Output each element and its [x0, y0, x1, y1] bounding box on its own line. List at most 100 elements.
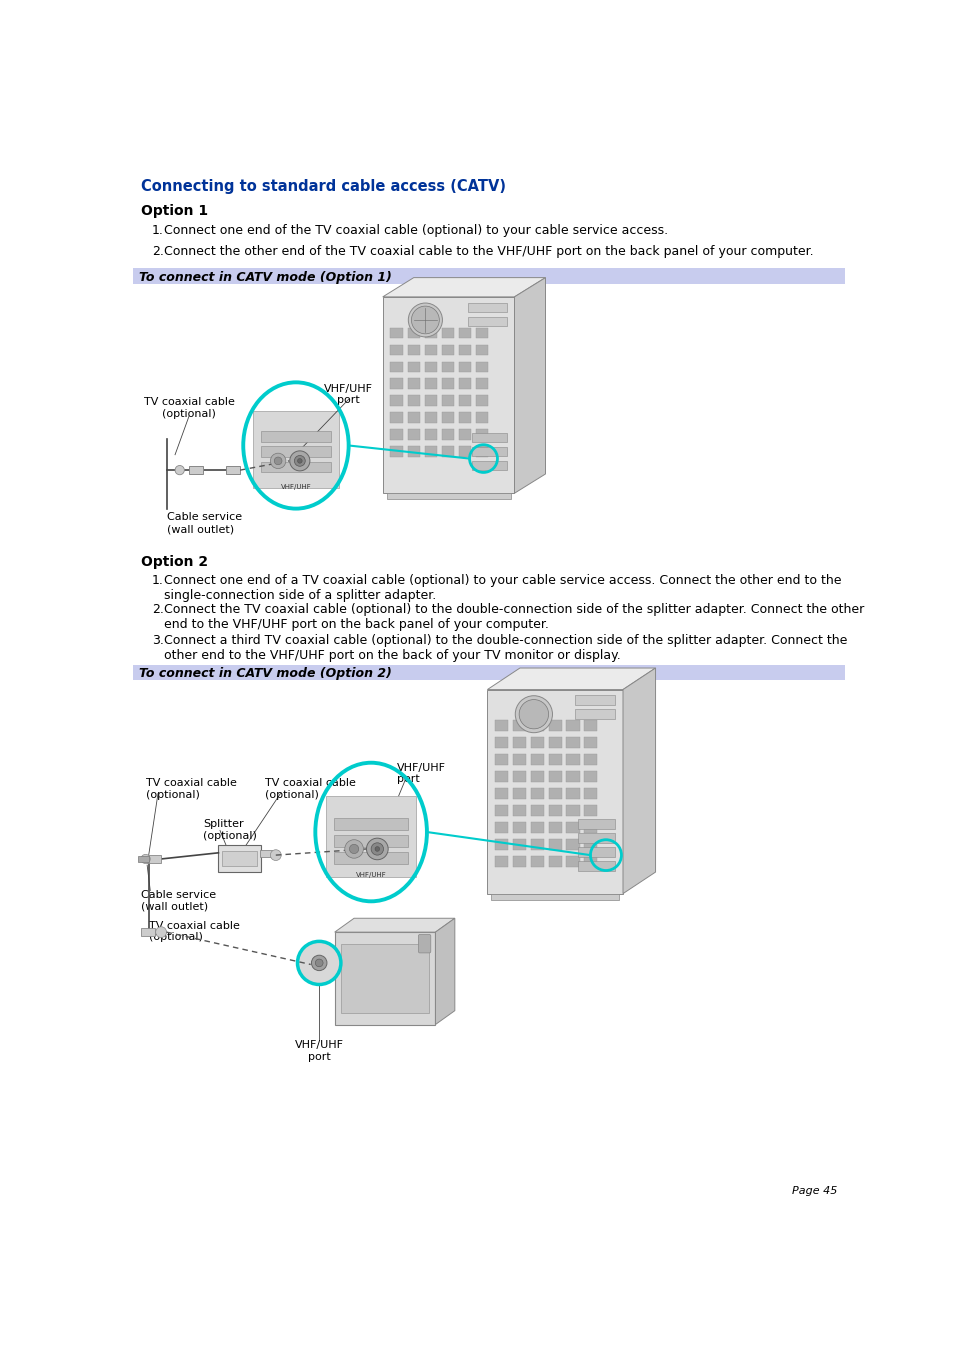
Text: 1.: 1.	[152, 574, 164, 588]
FancyBboxPatch shape	[530, 788, 543, 798]
FancyBboxPatch shape	[495, 720, 508, 731]
FancyBboxPatch shape	[390, 430, 402, 440]
FancyBboxPatch shape	[566, 720, 579, 731]
FancyBboxPatch shape	[583, 805, 597, 816]
FancyBboxPatch shape	[472, 434, 506, 442]
Text: VHF/UHF
port: VHF/UHF port	[294, 1040, 343, 1062]
FancyBboxPatch shape	[390, 328, 402, 339]
FancyBboxPatch shape	[476, 396, 488, 407]
FancyBboxPatch shape	[583, 771, 597, 782]
Circle shape	[375, 847, 379, 851]
FancyBboxPatch shape	[390, 446, 402, 457]
Polygon shape	[487, 667, 655, 689]
FancyBboxPatch shape	[513, 857, 525, 867]
Circle shape	[311, 955, 327, 970]
Circle shape	[155, 927, 167, 938]
FancyBboxPatch shape	[441, 328, 454, 339]
FancyBboxPatch shape	[513, 720, 525, 731]
FancyBboxPatch shape	[495, 839, 508, 850]
FancyBboxPatch shape	[476, 412, 488, 423]
Text: TV coaxial cable
(optional): TV coaxial cable (optional)	[146, 778, 237, 800]
Circle shape	[141, 854, 150, 863]
FancyBboxPatch shape	[513, 839, 525, 850]
FancyBboxPatch shape	[458, 345, 471, 355]
Text: Cable service
(wall outlet): Cable service (wall outlet)	[141, 890, 215, 912]
Circle shape	[290, 451, 310, 471]
FancyBboxPatch shape	[495, 738, 508, 748]
FancyBboxPatch shape	[578, 832, 615, 843]
FancyBboxPatch shape	[575, 694, 615, 705]
Circle shape	[270, 850, 281, 861]
FancyBboxPatch shape	[424, 378, 436, 389]
FancyBboxPatch shape	[491, 893, 618, 900]
Text: 1.: 1.	[152, 224, 164, 236]
FancyBboxPatch shape	[222, 851, 257, 866]
Text: VHF/UHF: VHF/UHF	[280, 484, 311, 490]
Text: TV coaxial cable
(optional): TV coaxial cable (optional)	[149, 920, 239, 942]
Text: 2.: 2.	[152, 604, 164, 616]
FancyBboxPatch shape	[253, 411, 338, 488]
FancyBboxPatch shape	[583, 738, 597, 748]
FancyBboxPatch shape	[583, 788, 597, 798]
Circle shape	[371, 843, 383, 855]
FancyBboxPatch shape	[578, 847, 615, 857]
FancyBboxPatch shape	[495, 857, 508, 867]
FancyBboxPatch shape	[578, 819, 615, 830]
FancyBboxPatch shape	[566, 771, 579, 782]
FancyBboxPatch shape	[441, 378, 454, 389]
Text: Page 45: Page 45	[791, 1186, 836, 1196]
FancyBboxPatch shape	[476, 345, 488, 355]
FancyBboxPatch shape	[476, 378, 488, 389]
Circle shape	[344, 840, 363, 858]
FancyBboxPatch shape	[495, 754, 508, 765]
FancyBboxPatch shape	[566, 839, 579, 850]
Circle shape	[518, 700, 548, 728]
FancyBboxPatch shape	[133, 665, 843, 681]
FancyBboxPatch shape	[548, 788, 561, 798]
FancyBboxPatch shape	[441, 345, 454, 355]
Polygon shape	[435, 919, 455, 1024]
FancyBboxPatch shape	[566, 805, 579, 816]
FancyBboxPatch shape	[407, 362, 419, 373]
Circle shape	[515, 696, 552, 732]
FancyBboxPatch shape	[548, 720, 561, 731]
FancyBboxPatch shape	[458, 396, 471, 407]
FancyBboxPatch shape	[458, 362, 471, 373]
FancyBboxPatch shape	[226, 466, 240, 474]
Text: VHF/UHF
port: VHF/UHF port	[396, 763, 445, 785]
FancyBboxPatch shape	[390, 412, 402, 423]
FancyBboxPatch shape	[218, 846, 261, 871]
FancyBboxPatch shape	[261, 462, 331, 473]
Text: TV coaxial cable
(optional): TV coaxial cable (optional)	[265, 778, 355, 800]
FancyBboxPatch shape	[530, 857, 543, 867]
Polygon shape	[335, 919, 455, 932]
FancyBboxPatch shape	[578, 861, 615, 870]
FancyBboxPatch shape	[133, 269, 843, 284]
FancyBboxPatch shape	[407, 412, 419, 423]
Text: Splitter
(optional): Splitter (optional)	[203, 819, 256, 840]
FancyBboxPatch shape	[513, 754, 525, 765]
FancyBboxPatch shape	[441, 362, 454, 373]
Text: To connect in CATV mode (Option 2): To connect in CATV mode (Option 2)	[139, 667, 392, 681]
Circle shape	[297, 458, 302, 463]
FancyBboxPatch shape	[548, 857, 561, 867]
Text: Connect the TV coaxial cable (optional) to the double-connection side of the spl: Connect the TV coaxial cable (optional) …	[164, 604, 863, 631]
FancyBboxPatch shape	[260, 850, 272, 858]
FancyBboxPatch shape	[548, 771, 561, 782]
FancyBboxPatch shape	[390, 345, 402, 355]
FancyBboxPatch shape	[424, 446, 436, 457]
FancyBboxPatch shape	[386, 493, 510, 500]
FancyBboxPatch shape	[424, 396, 436, 407]
Circle shape	[274, 457, 282, 465]
Text: Connect a third TV coaxial cable (optional) to the double-connection side of the: Connect a third TV coaxial cable (option…	[164, 634, 846, 662]
Text: To connect in CATV mode (Option 1): To connect in CATV mode (Option 1)	[139, 270, 392, 284]
FancyBboxPatch shape	[513, 805, 525, 816]
Polygon shape	[514, 277, 545, 493]
Polygon shape	[382, 277, 545, 297]
FancyBboxPatch shape	[513, 738, 525, 748]
Text: Connecting to standard cable access (CATV): Connecting to standard cable access (CAT…	[141, 180, 505, 195]
Text: Connect one end of the TV coaxial cable (optional) to your cable service access.: Connect one end of the TV coaxial cable …	[164, 224, 668, 236]
Circle shape	[174, 466, 184, 474]
FancyBboxPatch shape	[583, 821, 597, 832]
Circle shape	[297, 942, 340, 985]
